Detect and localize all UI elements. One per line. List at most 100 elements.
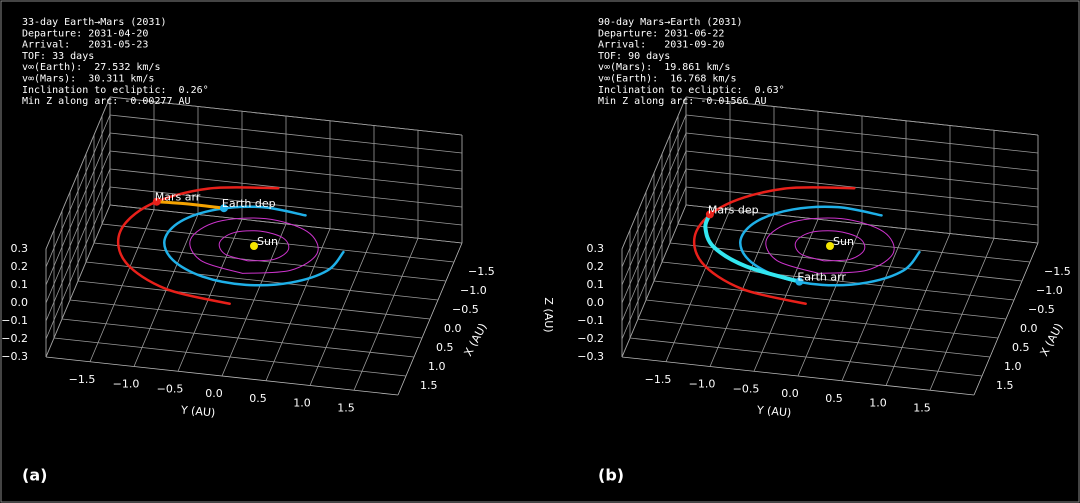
grid-line	[109, 168, 463, 208]
y-tick-label: 1.5	[337, 401, 355, 414]
orbit-line	[116, 186, 280, 306]
y-tick-label: 0.5	[249, 392, 267, 405]
grid-line	[665, 209, 731, 362]
x-tick-label: 1.0	[428, 360, 446, 373]
orbit-line	[739, 205, 921, 287]
x-tick-label: −1.5	[1044, 265, 1071, 278]
grid-line	[621, 186, 687, 340]
grid-line	[109, 204, 463, 244]
info-line: v∞(Mars): 19.861 km/s	[598, 62, 730, 73]
grid-line	[353, 238, 419, 391]
body-label: Earth dep	[222, 197, 276, 210]
info-line: Arrival: 2031-09-20	[598, 40, 724, 51]
y-tick-label: 1.5	[913, 401, 931, 414]
y-tick-label: −1.0	[689, 378, 716, 391]
grid-line	[109, 114, 463, 154]
grid-line	[685, 132, 1039, 172]
grid-line	[109, 132, 463, 172]
y-tick-label: −0.5	[733, 382, 760, 395]
orbit-line	[163, 205, 345, 287]
body-label: Sun	[833, 235, 854, 248]
x-tick-label: 1.5	[420, 379, 438, 392]
grid-line	[45, 186, 111, 340]
body-marker	[219, 204, 228, 213]
info-line: Arrival: 2031-05-23	[22, 40, 148, 51]
grid-line	[621, 168, 687, 322]
z-tick-label: −0.1	[1, 314, 28, 327]
y-tick-label: 1.0	[869, 397, 887, 410]
y-tick-label: −0.5	[157, 382, 184, 395]
grid-line	[109, 96, 463, 136]
z-tick-label: 0.0	[11, 296, 29, 309]
z-tick-label: 0.0	[587, 296, 605, 309]
y-axis-label: Y (AU)	[179, 403, 215, 419]
grid-line	[685, 168, 1039, 208]
grid-line	[89, 209, 155, 362]
grid-line	[265, 228, 331, 381]
orbit-line	[794, 230, 866, 262]
grid-line	[621, 204, 687, 358]
grid-line	[109, 186, 463, 226]
grid-line	[45, 132, 111, 286]
info-line: Min Z along arc: -0.00277 AU	[22, 96, 191, 107]
x-tick-label: −1.5	[468, 265, 495, 278]
grid-line	[685, 186, 1039, 226]
y-tick-label: −1.5	[645, 373, 672, 386]
orbit-line	[692, 186, 856, 306]
grid-line	[45, 204, 111, 358]
x-tick-label: −0.5	[1028, 303, 1055, 316]
grid-line	[709, 214, 775, 367]
z-tick-label: 0.2	[587, 260, 605, 273]
grid-line	[797, 223, 863, 377]
x-tick-label: 0.5	[436, 341, 454, 354]
info-line: Inclination to ecliptic: 0.63°	[598, 85, 785, 96]
grid-line	[177, 219, 243, 372]
y-tick-label: −1.0	[113, 378, 140, 391]
x-tick-label: −1.0	[1036, 284, 1063, 297]
grid-line	[221, 223, 287, 377]
body-label: Earth arr	[797, 271, 846, 284]
body-label: Mars arr	[155, 191, 201, 204]
info-line: Inclination to ecliptic: 0.26°	[22, 85, 209, 96]
info-line: TOF: 33 days	[22, 51, 94, 62]
x-tick-label: −1.0	[460, 284, 487, 297]
x-tick-label: 1.0	[1004, 360, 1022, 373]
body-marker	[250, 242, 258, 250]
grid-line	[621, 132, 687, 286]
grid-line	[685, 96, 1039, 136]
body-label: Sun	[257, 235, 278, 248]
body-label: Mars dep	[708, 203, 759, 216]
grid-line	[753, 219, 819, 372]
x-tick-label: 0.0	[444, 322, 462, 335]
orbit-line	[765, 217, 895, 274]
info-line: v∞(Earth): 27.532 km/s	[22, 62, 160, 73]
grid-line	[45, 150, 111, 304]
body-marker	[152, 197, 161, 206]
grid-line	[109, 150, 463, 190]
grid-line	[133, 214, 199, 367]
grid-line	[621, 114, 687, 268]
x-tick-label: −0.5	[452, 303, 479, 316]
z-tick-label: 0.2	[11, 260, 29, 273]
y-tick-label: 0.5	[825, 392, 843, 405]
z-tick-label: −0.2	[1, 332, 28, 345]
grid-line	[45, 114, 111, 268]
body-marker	[826, 242, 834, 250]
body-marker	[705, 210, 714, 219]
y-tick-label: −1.5	[69, 373, 96, 386]
orbit-line	[703, 212, 802, 284]
grid-line	[841, 228, 907, 381]
z-tick-label: 0.1	[11, 278, 29, 291]
y-axis-label: Y (AU)	[755, 403, 791, 419]
x-tick-label: 1.5	[996, 379, 1014, 392]
z-axis-label: Z (AU)	[542, 297, 555, 332]
z-tick-label: −0.1	[577, 314, 604, 327]
grid-line	[621, 96, 687, 250]
grid-line	[309, 233, 375, 386]
z-tick-label: −0.3	[1, 350, 28, 363]
info-line: v∞(Earth): 16.768 km/s	[598, 74, 736, 85]
info-line: TOF: 90 days	[598, 51, 670, 62]
info-line: v∞(Mars): 30.311 km/s	[22, 74, 154, 85]
